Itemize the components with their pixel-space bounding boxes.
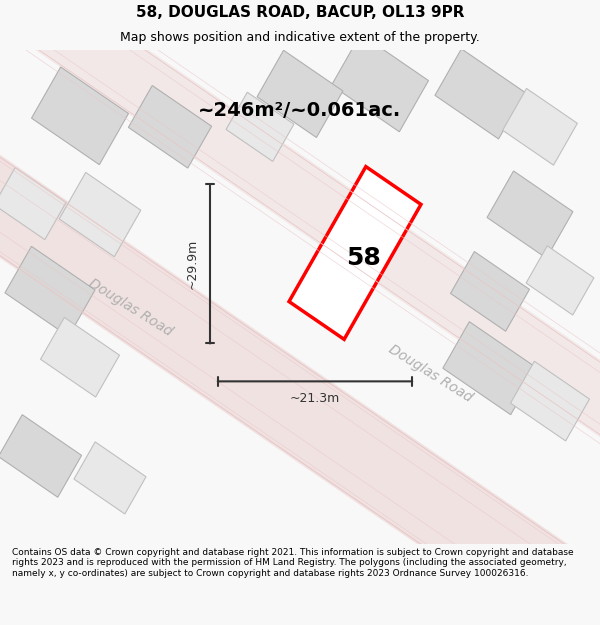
Polygon shape [41, 318, 119, 397]
Polygon shape [435, 49, 525, 139]
Polygon shape [0, 168, 66, 239]
Polygon shape [128, 86, 212, 168]
Polygon shape [59, 173, 141, 257]
Text: ~29.9m: ~29.9m [185, 239, 199, 289]
Polygon shape [226, 92, 294, 161]
Polygon shape [451, 251, 529, 331]
Polygon shape [257, 50, 343, 138]
Text: 58, DOUGLAS ROAD, BACUP, OL13 9PR: 58, DOUGLAS ROAD, BACUP, OL13 9PR [136, 5, 464, 20]
Polygon shape [487, 171, 573, 258]
Text: Map shows position and indicative extent of the property.: Map shows position and indicative extent… [120, 31, 480, 44]
Polygon shape [289, 167, 421, 339]
Polygon shape [332, 34, 428, 132]
Text: Contains OS data © Crown copyright and database right 2021. This information is : Contains OS data © Crown copyright and d… [12, 548, 574, 578]
Text: Douglas Road: Douglas Road [386, 342, 475, 405]
Text: ~21.3m: ~21.3m [290, 392, 340, 406]
Polygon shape [5, 246, 95, 336]
Text: ~246m²/~0.061ac.: ~246m²/~0.061ac. [199, 101, 401, 120]
Polygon shape [511, 361, 589, 441]
Polygon shape [526, 246, 594, 315]
Polygon shape [0, 414, 82, 498]
Text: Douglas Road: Douglas Road [86, 276, 175, 339]
Polygon shape [443, 322, 537, 415]
Polygon shape [503, 88, 577, 165]
Text: 58: 58 [346, 246, 380, 271]
Polygon shape [0, 0, 600, 482]
Polygon shape [74, 442, 146, 514]
Polygon shape [0, 113, 600, 625]
Polygon shape [0, 0, 600, 482]
Polygon shape [32, 67, 128, 164]
Polygon shape [0, 113, 600, 625]
